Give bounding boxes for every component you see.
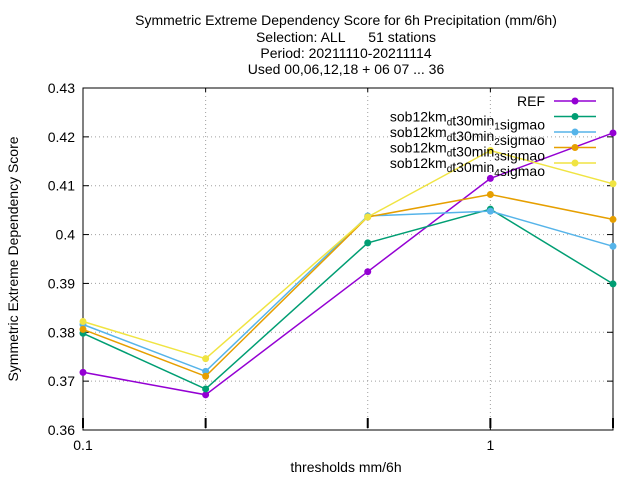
- legend-label: REF: [517, 93, 545, 109]
- y-tick-label: 0.41: [48, 178, 75, 194]
- y-tick-label: 0.42: [48, 129, 75, 145]
- legend-item: sob12kmdt30min2sigmao: [390, 124, 596, 148]
- title-line-3: Period: 20211110-20211114: [260, 45, 431, 61]
- data-point: [202, 391, 210, 399]
- series-3: [79, 191, 617, 380]
- legend-swatch-point: [571, 144, 579, 151]
- data-point: [486, 207, 494, 215]
- title-line-4: Used 00,06,12,18 + 06 07 ... 36: [248, 61, 445, 77]
- data-point: [609, 242, 617, 250]
- legend-item: sob12kmdt30min4sigmao: [390, 155, 596, 179]
- data-point: [364, 213, 372, 221]
- legend-label: sob12kmdt30min2sigmao: [390, 124, 545, 148]
- legend-label: sob12kmdt30min1sigmao: [390, 109, 545, 133]
- legend-swatch-point: [571, 128, 579, 136]
- series-line: [82, 149, 614, 360]
- x-tick-label: 1: [486, 437, 494, 453]
- data-point: [364, 268, 372, 276]
- chart-title: Symmetric Extreme Dependency Score for 6…: [135, 12, 557, 77]
- series-0: [79, 129, 617, 399]
- y-tick-label: 0.43: [48, 80, 75, 96]
- legend-item: sob12kmdt30min3sigmao: [390, 140, 596, 164]
- title-line-1: Symmetric Extreme Dependency Score for 6…: [135, 12, 557, 28]
- data-point: [609, 280, 617, 288]
- data-point: [79, 318, 87, 326]
- legend: REFsob12kmdt30min1sigmaosob12kmdt30min2s…: [390, 93, 596, 179]
- data-point: [79, 325, 87, 333]
- series-line: [82, 193, 614, 378]
- y-tick-label: 0.4: [56, 227, 76, 243]
- series-2: [79, 207, 617, 375]
- legend-item: REF: [517, 93, 596, 109]
- data-point: [79, 368, 87, 376]
- data-point: [202, 355, 210, 363]
- y-tick-label: 0.39: [48, 275, 75, 291]
- y-tick-label: 0.37: [48, 373, 75, 389]
- data-point: [202, 372, 210, 380]
- data-point: [609, 215, 617, 223]
- data-point: [364, 239, 372, 247]
- series-4: [79, 147, 617, 363]
- x-tick-label: 0.1: [73, 437, 93, 453]
- y-tick-label: 0.38: [48, 324, 75, 340]
- data-point: [202, 385, 210, 393]
- x-axis-label: thresholds mm/6h: [290, 459, 401, 475]
- legend-swatch-point: [571, 159, 579, 167]
- data-point: [609, 180, 617, 188]
- y-tick-label: 0.36: [48, 422, 75, 438]
- legend-label: sob12kmdt30min4sigmao: [390, 155, 545, 179]
- legend-swatch-point: [571, 113, 579, 120]
- series-lines: [79, 129, 617, 399]
- legend-label: sob12kmdt30min3sigmao: [390, 140, 545, 164]
- data-point: [486, 174, 494, 182]
- title-line-2: Selection: ALL 51 stations: [256, 29, 436, 45]
- data-point: [486, 147, 494, 155]
- data-point: [609, 129, 617, 137]
- series-1: [79, 205, 617, 393]
- data-point: [202, 367, 210, 375]
- legend-swatch-point: [571, 97, 579, 105]
- data-point: [486, 191, 494, 199]
- plot-area-frame: [82, 87, 614, 431]
- axis-ticks: 0.36 0.37 0.38 0.39 0.4 0.41 0.42 0.43 0.1 1: [48, 80, 614, 453]
- y-axis-label: Symmetric Extreme Dependency Score: [5, 136, 21, 381]
- legend-item: sob12kmdt30min1sigmao: [390, 109, 596, 133]
